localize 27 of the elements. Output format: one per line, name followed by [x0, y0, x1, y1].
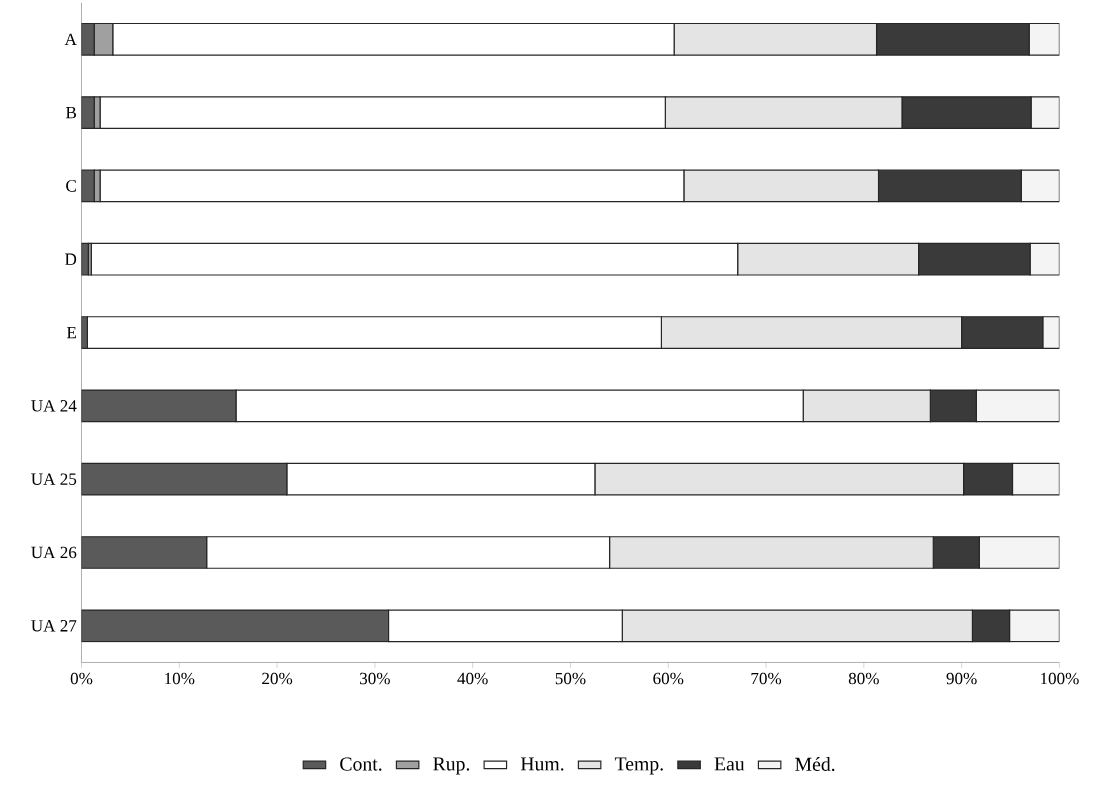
legend-label: Temp.	[614, 757, 663, 775]
legend-label: Rup.	[433, 757, 470, 775]
legend-label: Méd.	[795, 756, 835, 771]
y-tick-label: D	[65, 253, 77, 265]
y-tick-label: A	[64, 33, 77, 45]
x-tick-label: 0%	[70, 672, 93, 685]
x-tick-label: 60%	[653, 672, 684, 685]
y-tick-label: E	[66, 326, 76, 338]
x-tick-label: 50%	[555, 672, 586, 685]
y-tick-label: UA 27	[31, 619, 77, 632]
y-tick-label: UA 24	[31, 399, 77, 412]
x-tick-label: 90%	[946, 672, 977, 685]
y-tick-label: UA 26	[31, 546, 77, 558]
legend-label: Cont.	[340, 757, 382, 771]
y-tick-label: C	[66, 179, 76, 192]
x-tick-label: 40%	[457, 672, 488, 685]
x-tick-label: 70%	[751, 672, 782, 685]
x-tick-label: 80%	[848, 672, 879, 685]
y-tick-label: B	[65, 106, 77, 118]
x-tick-label: 100%	[1041, 672, 1079, 685]
x-tick-label: 10%	[165, 672, 195, 685]
legend-label: Hum.	[520, 757, 564, 771]
bar	[81, 242, 89, 276]
legend-label: Eau	[714, 757, 745, 771]
x-tick-label: 20%	[262, 672, 293, 685]
y-tick-label: UA 25	[31, 473, 77, 485]
x-tick-label: 30%	[360, 672, 390, 685]
